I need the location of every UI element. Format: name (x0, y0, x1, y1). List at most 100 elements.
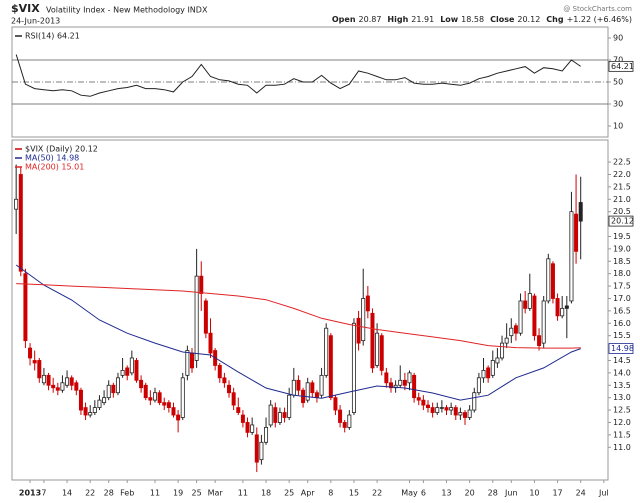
candle-body (569, 211, 574, 302)
candle-body (171, 407, 176, 416)
candle-body (291, 379, 296, 396)
x-tick-label: 28 (488, 489, 498, 498)
y-tick-label: 17.0 (613, 294, 631, 303)
candle-body (259, 441, 264, 461)
candle-body (444, 407, 449, 411)
y-tick-label: 15.5 (613, 331, 631, 340)
candle-body (60, 382, 65, 391)
candle-body (41, 374, 46, 384)
x-tick-label: 18 (261, 489, 271, 498)
candle-body (486, 367, 491, 379)
candle-body (314, 392, 319, 399)
y-tick-label: 18.0 (613, 269, 631, 278)
y-tick-label: 14.5 (613, 356, 631, 365)
candle-body (120, 369, 125, 376)
x-tick-label: 22 (85, 489, 95, 498)
candle-body (560, 307, 565, 317)
x-tick-label: 10 (529, 489, 539, 498)
candle-body (268, 404, 273, 426)
candle-body (402, 379, 407, 386)
x-tick-label: 22 (372, 489, 382, 498)
quote-value: +1.22 (+6.46%) (567, 15, 632, 24)
x-tick-label: Feb (120, 489, 134, 498)
quote-value: 21.91 (411, 15, 434, 24)
candle-body (208, 332, 213, 354)
candle-body (277, 412, 282, 423)
candle-body (83, 407, 88, 416)
candle-body (106, 384, 111, 399)
candle-body (495, 357, 500, 364)
y-tick-label: 13.0 (613, 393, 631, 402)
candle-body (398, 379, 403, 386)
candle-body (425, 404, 430, 408)
candle-body (481, 369, 486, 379)
candle-body (546, 258, 551, 302)
symbol-name: Volatility Index - New Methodology INDX (46, 6, 208, 15)
candle-body (139, 379, 144, 389)
candle-body (194, 275, 199, 361)
candle-body (199, 275, 204, 294)
y-tick-label: 50 (613, 78, 623, 87)
legend-entry: MA(200) 15.01 (25, 163, 84, 172)
candle-body (463, 412, 468, 418)
candle-body (527, 293, 532, 309)
candle-body (453, 407, 458, 416)
line-series (15, 54, 581, 97)
candle-body (37, 360, 42, 379)
candle-body (324, 327, 329, 376)
candle-body (388, 382, 393, 389)
candle-body (305, 382, 310, 401)
candle-body (310, 382, 315, 394)
candle-body (217, 365, 222, 379)
candle-body (23, 273, 28, 342)
candle-body (14, 198, 19, 210)
y-tick-label: 90 (613, 34, 623, 43)
x-tick-label: 24 (576, 489, 586, 498)
candle-body (46, 374, 51, 386)
x-tick-label: 25 (192, 489, 202, 498)
candle-body (490, 360, 495, 376)
candle-body (65, 377, 70, 386)
candle-body (88, 412, 93, 416)
y-tick-label: 14.0 (613, 368, 631, 377)
quote-label: Close (490, 15, 515, 24)
x-tick-label: 20 (465, 489, 475, 498)
line-series (15, 264, 581, 401)
candle-body (129, 357, 134, 374)
y-tick-label: 19.0 (613, 244, 631, 253)
candle-body (18, 174, 23, 272)
x-tick-label: Apr (301, 489, 316, 498)
candle-body (412, 374, 417, 399)
y-tick-label: 17.5 (613, 282, 631, 291)
candle-body (439, 407, 444, 409)
quote-value: 20.87 (359, 15, 382, 24)
candle-body (111, 384, 116, 394)
candle-body (555, 298, 560, 317)
candle-body (500, 342, 505, 359)
candle-body (92, 407, 97, 413)
candle-body (282, 412, 287, 418)
candle-body (476, 377, 481, 394)
x-tick-label: 8 (328, 489, 333, 498)
candle-body (185, 350, 190, 376)
x-tick-label: 6 (421, 489, 426, 498)
y-tick-label: 13.5 (613, 381, 631, 390)
candle-body (407, 372, 412, 384)
candle-body (375, 332, 380, 366)
legend-entry: RSI(14) 64.21 (25, 32, 80, 41)
value-tag (608, 60, 634, 72)
candle-body (564, 305, 569, 309)
candle-body (74, 382, 79, 391)
candle-body (523, 300, 528, 309)
candle-body (509, 327, 514, 337)
x-tick-label: 14 (62, 489, 72, 498)
x-tick-label: Jun (504, 489, 518, 498)
candle-body (152, 392, 157, 401)
y-tick-label: 11.0 (613, 443, 631, 452)
candle-body (273, 407, 278, 423)
candle-body (416, 397, 421, 401)
candle-body (245, 422, 250, 433)
candle-body (361, 298, 366, 342)
candle-body (250, 424, 255, 433)
